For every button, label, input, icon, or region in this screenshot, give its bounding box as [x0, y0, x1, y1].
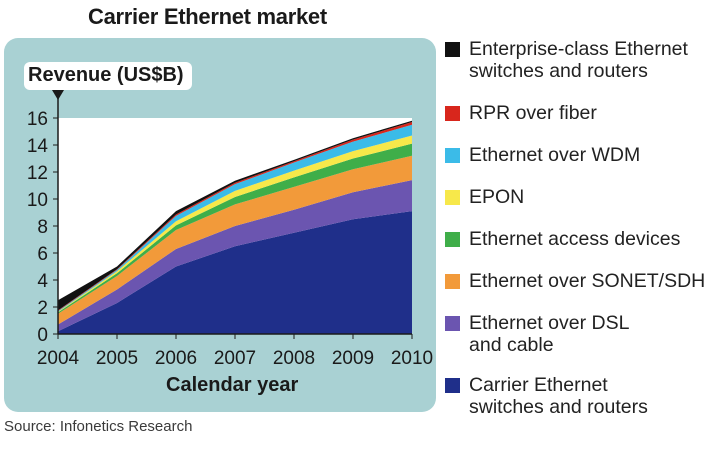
legend-label-line: RPR over fiber — [469, 102, 597, 124]
chart-title: Carrier Ethernet market — [88, 4, 327, 29]
area-series-group — [58, 120, 412, 334]
legend-swatch — [445, 274, 460, 289]
x-axis-label: Calendar year — [166, 374, 299, 396]
legend-label: Carrier Ethernet switches and routers — [469, 374, 719, 418]
area-series-2 — [58, 180, 412, 332]
legend-label-line: and cable — [469, 334, 554, 356]
area-chart: 0 2 4 6 8 10 12 14 16 2004 2005 2006 2007 2008 2009 201… — [27, 90, 433, 369]
x-tick-label: 2010 — [391, 348, 433, 369]
source-note: Source: Infonetics Research — [4, 418, 193, 435]
x-tick-label: 2009 — [332, 348, 374, 369]
y-axis-label: Revenue (US$B) — [28, 64, 184, 86]
legend-swatch — [445, 42, 460, 57]
legend-label-line: Ethernet access devices — [469, 228, 681, 250]
y-tick-label: 12 — [27, 163, 48, 184]
legend-label: EPON — [469, 186, 719, 208]
x-tick-label: 2008 — [273, 348, 315, 369]
legend-label-line: Enterprise-class Ethernet — [469, 38, 688, 60]
legend-label: Ethernet over WDM — [469, 144, 719, 166]
legend-swatch — [445, 316, 460, 331]
y-tick-label: 14 — [27, 136, 49, 157]
legend-label-line: EPON — [469, 186, 525, 208]
legend-label-line: Ethernet over WDM — [469, 144, 641, 166]
y-tick-label: 4 — [37, 271, 48, 292]
legend-label-line: switches and routers — [469, 60, 648, 82]
y-tick-label: 6 — [37, 244, 48, 265]
legend-label: Enterprise-class Ethernet switches and ro… — [469, 38, 719, 82]
area-series-4 — [58, 143, 412, 314]
y-tick-label: 2 — [37, 298, 48, 319]
area-series-6 — [58, 124, 412, 312]
y-tick-label: 8 — [37, 217, 48, 238]
x-tick-label: 2004 — [37, 348, 80, 369]
legend-label: RPR over fiber — [469, 102, 719, 124]
y-tick-label: 0 — [37, 325, 48, 346]
legend-label-line: Carrier Ethernet — [469, 374, 608, 396]
area-series-1 — [58, 211, 412, 334]
y-axis-label-box — [24, 62, 192, 90]
legend-label: Ethernet access devices — [469, 228, 719, 250]
y-tick-label: 16 — [27, 109, 48, 130]
x-tick-label: 2006 — [155, 348, 197, 369]
legend-label: Ethernet over SONET/SDH — [469, 270, 719, 292]
legend-label: Ethernet over DSL and cable — [469, 312, 719, 356]
legend-swatch — [445, 106, 460, 121]
tick-labels-group: 0 2 4 6 8 10 12 14 16 2004 2005 2006 2007 2008 2009 201… — [27, 109, 433, 369]
legend-label-line: Ethernet over DSL — [469, 312, 630, 334]
legend-label-line: Ethernet over SONET/SDH — [469, 270, 706, 292]
x-tick-label: 2007 — [214, 348, 256, 369]
area-series-3 — [58, 155, 412, 325]
legend-swatch — [445, 232, 460, 247]
y-axis-arrow — [52, 90, 64, 100]
legend-swatch — [445, 190, 460, 205]
legend-swatch — [445, 378, 460, 393]
x-tick-label: 2005 — [96, 348, 138, 369]
legend-swatch — [445, 148, 460, 163]
legend-label-line: switches and routers — [469, 396, 648, 418]
y-tick-label: 10 — [27, 190, 48, 211]
